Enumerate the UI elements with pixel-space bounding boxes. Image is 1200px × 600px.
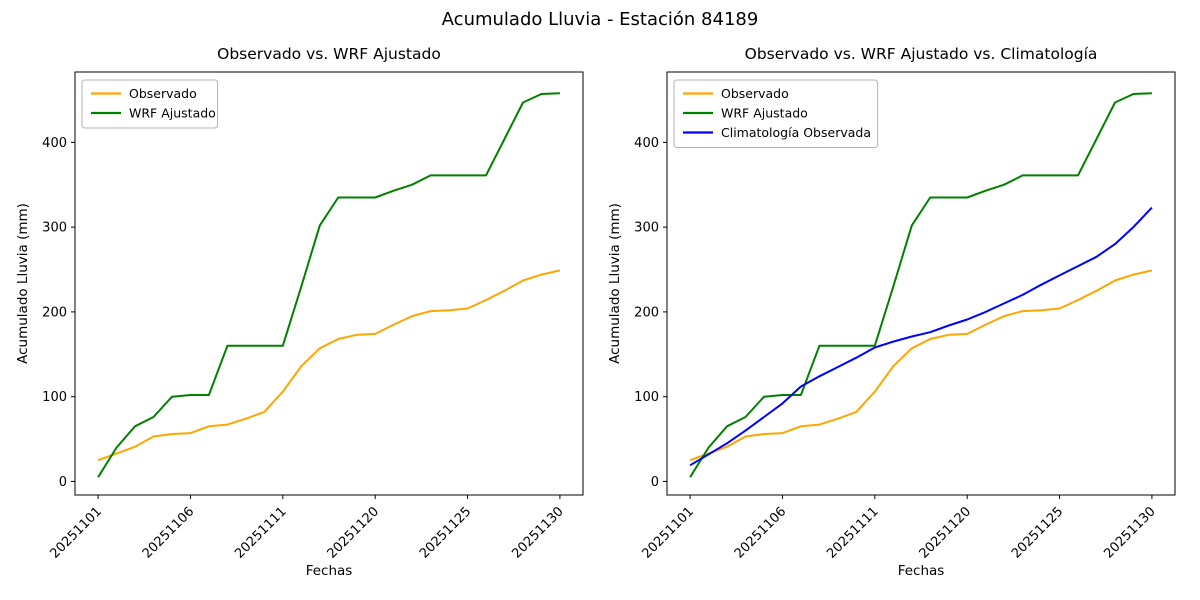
series-line-climatolog-a-observada xyxy=(689,206,1153,467)
x-axis-tick-label: 20251130 xyxy=(1101,504,1158,561)
chart-observado-vs-wrf: Observado vs. WRF Ajustado 0 100 200 300 400… xyxy=(15,45,584,579)
axes-title-right: Observado vs. WRF Ajustado vs. Climatolo… xyxy=(744,45,1098,63)
axes-title-left: Observado vs. WRF Ajustado xyxy=(217,45,441,63)
x-axis-tick-label: 20251130 xyxy=(509,504,566,561)
x-axis-label: Fechas xyxy=(898,563,945,579)
y-axis-label: Acumulado Lluvia (mm) xyxy=(15,203,31,364)
x-axis-tick-label: 20251101 xyxy=(48,504,105,561)
y-axis-tick-label: 100 xyxy=(634,390,659,405)
figure-suptitle: Acumulado Lluvia - Estación 84189 xyxy=(441,9,759,30)
x-axis-tick-label: 20251125 xyxy=(1009,504,1066,561)
x-axis-tick-label: 20251125 xyxy=(417,504,474,561)
x-axis-tick-label: 20251106 xyxy=(732,504,789,561)
y-axis-tick-label: 0 xyxy=(59,475,67,490)
legend-box xyxy=(81,79,219,129)
chart-canvas-right: 0 100 200 300 400 20251101 20251106 20251111 202… xyxy=(607,71,1176,579)
chart-canvas-left: 0 100 200 300 400 20251101 20251106 20251111 202… xyxy=(15,71,584,579)
y-axis-tick-label: 300 xyxy=(42,221,67,236)
y-axis-label: Acumulado Lluvia (mm) xyxy=(607,203,623,364)
y-axis-tick-label: 100 xyxy=(42,390,67,405)
y-axis-tick-label: 200 xyxy=(634,305,659,320)
legend-label: WRF Ajustado xyxy=(129,106,216,121)
x-axis-tick-label: 20251120 xyxy=(917,504,974,561)
axes-frame xyxy=(666,71,1176,496)
y-axis-tick-label: 300 xyxy=(634,221,659,236)
series-line-observado xyxy=(689,269,1153,462)
series-line-wrf-ajustado xyxy=(97,92,560,478)
x-axis-tick-label: 20251106 xyxy=(140,504,197,561)
legend-label: Climatología Observada xyxy=(721,125,871,140)
x-axis-tick-label: 20251111 xyxy=(232,504,289,561)
y-axis-tick-label: 0 xyxy=(651,475,659,490)
x-axis-tick-label: 20251120 xyxy=(325,504,382,561)
x-axis-tick-label: 20251111 xyxy=(824,504,881,561)
series-line-observado xyxy=(97,269,561,462)
legend-label: Observado xyxy=(129,86,197,101)
chart-observado-vs-wrf-vs-climatologia: Observado vs. WRF Ajustado vs. Climatolo… xyxy=(600,0,1200,600)
axes-frame xyxy=(74,71,584,496)
x-axis-label: Fechas xyxy=(306,563,353,579)
legend-label: WRF Ajustado xyxy=(721,106,808,121)
y-axis-tick-label: 200 xyxy=(42,305,67,320)
legend-label: Observado xyxy=(721,86,789,101)
x-axis-tick-label: 20251101 xyxy=(640,504,697,561)
y-axis-tick-label: 400 xyxy=(634,136,659,151)
y-axis-tick-label: 400 xyxy=(42,136,67,151)
series-line-wrf-ajustado xyxy=(689,92,1152,478)
legend-box xyxy=(673,79,879,148)
